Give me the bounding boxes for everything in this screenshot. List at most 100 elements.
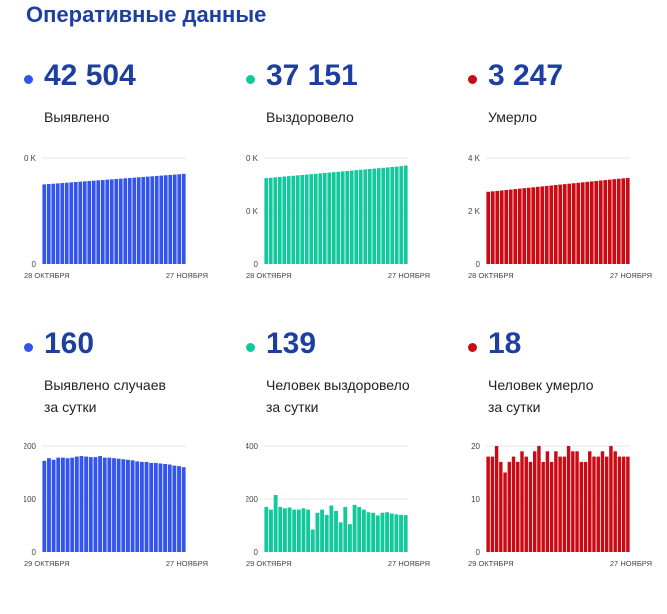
bar <box>352 504 357 552</box>
bar <box>336 171 341 264</box>
bar <box>403 515 408 552</box>
bar <box>88 457 93 552</box>
bar <box>522 188 527 264</box>
bar <box>109 179 114 264</box>
x-end-label: 27 НОЯБРЯ <box>166 559 208 568</box>
bar <box>74 456 79 552</box>
y-tick-label: 2 K <box>468 207 481 216</box>
bar <box>372 168 377 264</box>
bar <box>309 174 314 264</box>
bar <box>79 456 84 552</box>
bar <box>322 172 327 264</box>
bar <box>553 185 558 264</box>
bar <box>603 180 608 264</box>
bar <box>55 183 60 264</box>
y-tick-label: 50 K <box>24 154 37 163</box>
bar <box>617 456 622 552</box>
bar <box>181 467 186 552</box>
metric-value: 160 <box>44 327 95 360</box>
bar <box>107 457 112 552</box>
bar <box>139 461 144 552</box>
bar <box>56 457 61 552</box>
bar <box>127 177 132 264</box>
bar-chart: 0 2 K 4 K 28 ОКТЯБРЯ 27 НОЯБРЯ <box>468 154 652 280</box>
bar <box>358 169 363 264</box>
metric-label-line: Умерло <box>488 109 538 125</box>
bar <box>167 464 172 552</box>
bar <box>504 189 509 264</box>
bar <box>363 169 368 264</box>
y-tick-label: 10 <box>471 495 480 504</box>
bar <box>51 459 56 552</box>
stat-panel: 18 Человек умерло за сутки 0 10 20 29 ОКТЯБРЯ 2… <box>468 324 667 614</box>
bar <box>385 167 390 264</box>
metric-label-line: Выздоровело <box>266 109 354 125</box>
bar <box>394 514 399 552</box>
bar <box>490 456 495 552</box>
metric-label: Умерло <box>488 106 537 128</box>
y-tick-label: 40 K <box>246 154 259 163</box>
bar <box>345 170 350 264</box>
bar <box>545 451 550 552</box>
bar <box>73 182 78 264</box>
bar <box>177 174 182 264</box>
stat-panel: 139 Человек выздоровело за сутки 0 200 400 29 … <box>246 324 468 614</box>
x-start-label: 29 ОКТЯБРЯ <box>468 559 514 568</box>
bar <box>394 166 399 264</box>
y-tick-label: 0 <box>476 260 481 269</box>
bar <box>562 456 567 552</box>
bar <box>324 514 329 552</box>
bar <box>168 174 173 264</box>
bar <box>313 173 318 264</box>
bar-chart: 0 200 400 29 ОКТЯБРЯ 27 НОЯБРЯ <box>246 442 430 568</box>
bar <box>575 451 579 552</box>
bar <box>566 446 571 552</box>
bar <box>65 458 70 552</box>
bar <box>318 173 323 264</box>
bar <box>291 175 296 264</box>
bar <box>329 505 334 553</box>
bar <box>531 187 536 264</box>
bar <box>549 185 554 264</box>
bar <box>150 176 155 264</box>
bar <box>343 506 348 552</box>
bar <box>69 182 74 264</box>
bar-chart: 0 50 K 28 ОКТЯБРЯ 27 НОЯБРЯ <box>24 154 208 280</box>
bar <box>594 180 599 264</box>
bar <box>403 165 408 264</box>
metric-label-line: Человек выздоровело <box>266 377 410 393</box>
bar <box>60 457 65 552</box>
metric-value: 37 151 <box>266 59 358 92</box>
bar <box>625 177 630 264</box>
y-tick-label: 4 K <box>468 154 481 163</box>
bar <box>532 451 537 552</box>
metric-label: Человек умерло за сутки <box>488 374 594 418</box>
y-tick-label: 0 <box>254 548 259 557</box>
x-start-label: 29 ОКТЯБРЯ <box>24 559 70 568</box>
bar <box>340 171 345 264</box>
bar <box>98 456 102 552</box>
bar <box>609 446 613 552</box>
bar <box>100 180 105 264</box>
x-end-label: 27 НОЯБРЯ <box>388 559 430 568</box>
bar <box>385 512 390 552</box>
bar <box>315 512 320 552</box>
bar <box>93 457 98 552</box>
bar <box>163 464 168 552</box>
bar <box>47 458 51 552</box>
bar <box>524 456 528 552</box>
metric-value: 139 <box>266 327 317 360</box>
y-tick-label: 0 <box>254 260 259 269</box>
bar <box>310 529 315 552</box>
bar-chart: 0 20 K 40 K 28 ОКТЯБРЯ 27 НОЯБРЯ <box>246 154 430 280</box>
bar <box>153 462 158 552</box>
bar <box>121 459 126 552</box>
bar <box>517 188 522 264</box>
x-end-label: 27 НОЯБРЯ <box>388 271 430 280</box>
bar <box>513 189 518 264</box>
bar <box>508 189 513 264</box>
bar <box>588 451 592 552</box>
legend-dot-icon <box>246 343 255 352</box>
x-end-label: 27 НОЯБРЯ <box>610 559 652 568</box>
bar <box>292 509 297 552</box>
